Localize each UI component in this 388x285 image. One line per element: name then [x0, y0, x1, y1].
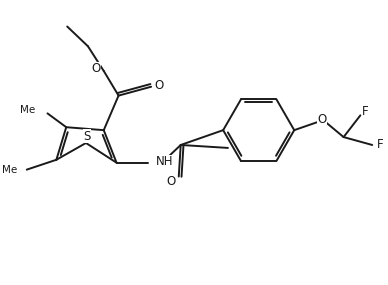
Text: NH: NH [156, 155, 173, 168]
Text: F: F [362, 105, 369, 118]
Text: O: O [91, 62, 100, 76]
Text: Me: Me [2, 165, 17, 175]
Text: F: F [377, 139, 384, 151]
Text: O: O [166, 175, 175, 188]
Text: Me: Me [21, 105, 36, 115]
Text: O: O [317, 113, 326, 126]
Text: O: O [154, 79, 164, 92]
Text: S: S [83, 130, 91, 142]
